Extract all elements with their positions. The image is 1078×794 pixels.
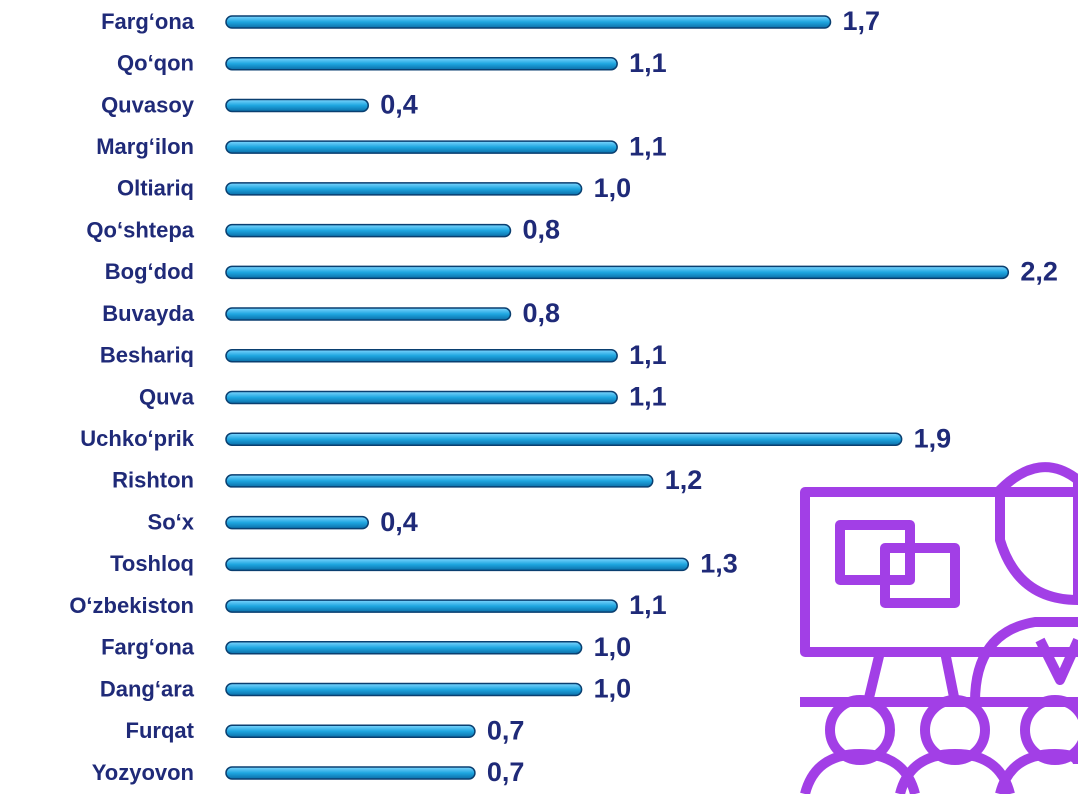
bar — [225, 182, 583, 196]
value-label: 1,1 — [629, 590, 667, 620]
category-label: Uchko‘prik — [80, 426, 194, 451]
bar — [225, 307, 512, 321]
bar — [225, 223, 512, 238]
category-label: O‘zbekiston — [69, 593, 194, 618]
category-label: Oltiariq — [117, 176, 194, 201]
category-label: Yozyovon — [92, 760, 194, 785]
category-label: Farg‘ona — [101, 9, 195, 34]
value-label: 1,2 — [665, 465, 703, 495]
bar — [225, 349, 618, 363]
category-label: Buvayda — [102, 301, 194, 326]
category-label: Toshloq — [110, 551, 194, 576]
bar — [225, 432, 903, 446]
bar — [225, 682, 583, 697]
bar — [225, 766, 476, 780]
category-label: Qo‘qon — [117, 51, 194, 76]
value-label: 1,0 — [594, 674, 632, 704]
value-label: 0,8 — [522, 298, 560, 328]
value-label: 1,0 — [594, 173, 632, 203]
bar — [225, 515, 369, 530]
category-label: Bog‘dod — [105, 259, 194, 284]
bar — [225, 474, 654, 488]
value-label: 1,3 — [700, 548, 738, 578]
value-label: 0,7 — [487, 757, 525, 787]
bar — [225, 56, 618, 71]
category-label: So‘x — [148, 509, 195, 534]
bar — [225, 557, 690, 572]
category-label: Farg‘ona — [101, 635, 195, 660]
bar — [225, 724, 476, 738]
value-label: 1,7 — [843, 6, 881, 36]
bar — [225, 390, 618, 405]
bar — [225, 98, 369, 113]
value-label: 1,9 — [914, 423, 952, 453]
value-label: 1,1 — [629, 340, 667, 370]
category-label: Furqat — [126, 718, 195, 743]
bar — [225, 599, 618, 613]
category-label: Beshariq — [100, 343, 194, 368]
category-label: Rishton — [112, 468, 194, 493]
category-label: Quvasoy — [101, 92, 195, 117]
value-label: 1,0 — [594, 632, 632, 662]
value-label: 1,1 — [629, 48, 667, 78]
category-label: Quva — [139, 384, 195, 409]
value-label: 0,8 — [522, 215, 560, 245]
value-label: 0,7 — [487, 715, 525, 745]
value-label: 0,4 — [380, 90, 418, 120]
bar — [225, 265, 1010, 280]
bar — [225, 641, 583, 655]
value-label: 2,2 — [1020, 256, 1058, 286]
category-label: Marg‘ilon — [96, 134, 194, 159]
value-label: 1,1 — [629, 131, 667, 161]
category-label: Dang‘ara — [100, 676, 195, 701]
bar — [225, 140, 618, 154]
value-label: 1,1 — [629, 382, 667, 412]
illustration — [800, 462, 1078, 794]
value-label: 0,4 — [380, 507, 418, 537]
category-label: Qo‘shtepa — [86, 217, 194, 242]
bar — [225, 15, 832, 29]
